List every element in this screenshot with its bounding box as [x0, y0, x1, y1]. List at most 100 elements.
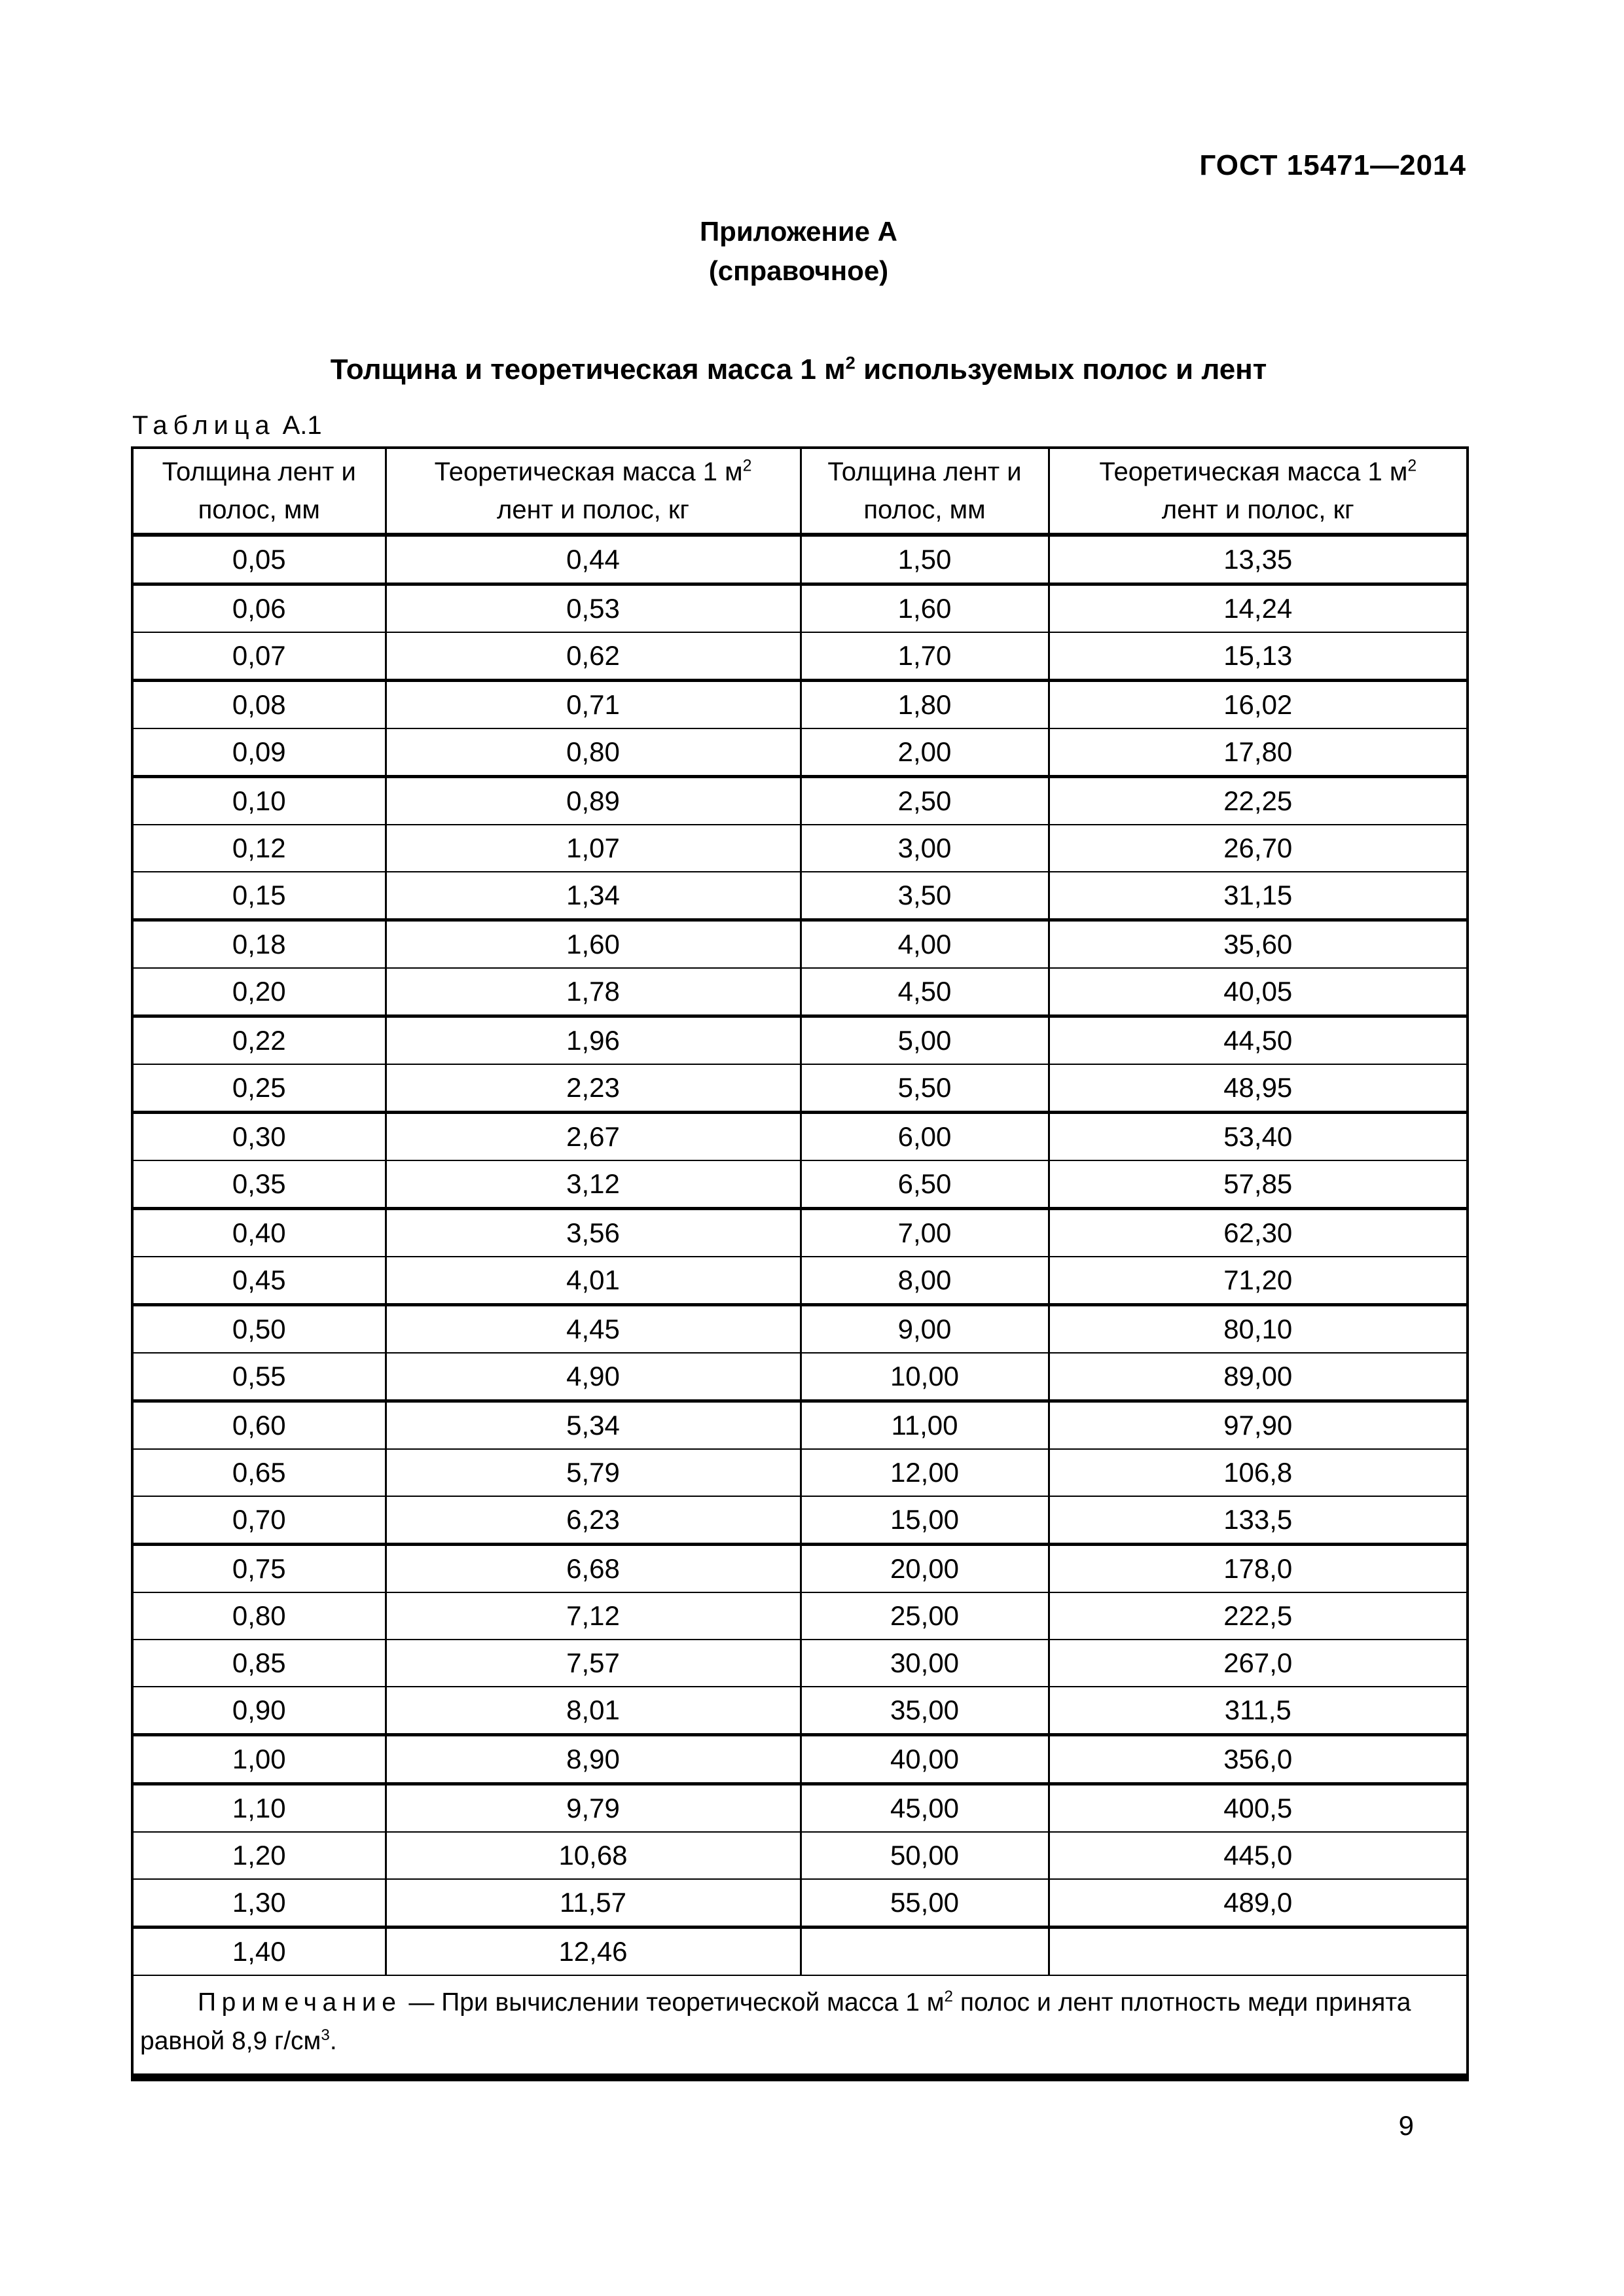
table-cell: 31,15 [1047, 871, 1469, 922]
table-cell: 0,75 [131, 1543, 387, 1593]
table-cell: 0,50 [131, 1304, 387, 1354]
table-cell: 10,00 [799, 1352, 1050, 1403]
table-cell: 6,23 [384, 1496, 802, 1546]
table-note: Примечание — При вычислении теоретическо… [140, 1984, 1456, 2060]
table-cell: 6,68 [384, 1543, 802, 1593]
table-row: 0,15 1,34 3,50 31,15 [131, 871, 1469, 922]
note-label: Примечание [198, 1988, 402, 2017]
table-cell: 4,50 [799, 967, 1050, 1018]
table-cell: 16,02 [1047, 679, 1469, 729]
column-header-text-after: лент и полос, кг [497, 495, 689, 524]
table-cell: 0,85 [131, 1639, 387, 1687]
table-cell: 0,08 [131, 679, 387, 729]
table-cell: 2,00 [799, 728, 1050, 778]
table-row: 0,20 1,78 4,50 40,05 [131, 967, 1469, 1018]
column-header-text: Толщина лент и полос, мм [827, 457, 1022, 524]
table-cell: 2,67 [384, 1111, 802, 1161]
table-row: 0,05 0,44 1,50 13,35 [131, 534, 1469, 586]
table-cell: 35,00 [799, 1686, 1050, 1736]
table-cell: 0,90 [131, 1686, 387, 1736]
table-cell: 106,8 [1047, 1448, 1469, 1497]
note-superscript-2: 3 [321, 2026, 330, 2044]
table-cell: 71,20 [1047, 1256, 1469, 1306]
note-text-part1: — При вычислении теоретической масса 1 м [401, 1988, 945, 2017]
table-body: 0,05 0,44 1,50 13,35 0,06 0,53 1,60 14,24 0,07 0,… [131, 534, 1469, 1976]
table-cell: 17,80 [1047, 728, 1469, 778]
table-row: 0,80 7,12 25,00 222,5 [131, 1592, 1469, 1640]
table-row: 0,55 4,90 10,00 89,00 [131, 1352, 1469, 1403]
table-row: 0,40 3,56 7,00 62,30 [131, 1208, 1469, 1257]
table-cell: 267,0 [1047, 1639, 1469, 1687]
table-label-word: Таблица [132, 411, 276, 440]
note-text-tail: . [329, 2026, 337, 2055]
table-cell: 25,00 [799, 1592, 1050, 1640]
table-cell: 55,00 [799, 1878, 1050, 1929]
table-cell: 12,46 [384, 1926, 802, 1976]
table-header-row: Толщина лент и полос, мм Теоретическая м… [131, 446, 1469, 537]
table-cell: 12,00 [799, 1448, 1050, 1497]
section-title: Толщина и теоретическая масса 1 м2 испол… [131, 353, 1466, 386]
table-cell: 80,10 [1047, 1304, 1469, 1354]
table-cell: 7,57 [384, 1639, 802, 1687]
note-superscript-1: 2 [944, 1988, 953, 2005]
table-cell: 5,50 [799, 1064, 1050, 1114]
table-cell: 7,12 [384, 1592, 802, 1640]
table-cell: 3,56 [384, 1208, 802, 1257]
table-cell: 5,34 [384, 1400, 802, 1450]
table-cell: 89,00 [1047, 1352, 1469, 1403]
table-note-row: Примечание — При вычислении теоретическо… [132, 1975, 1468, 2077]
table-cell: 4,45 [384, 1304, 802, 1354]
table-row: 0,25 2,23 5,50 48,95 [131, 1064, 1469, 1114]
table-row: 1,10 9,79 45,00 400,5 [131, 1783, 1469, 1833]
column-header-text-after: лент и полос, кг [1161, 495, 1354, 524]
table-row: 0,06 0,53 1,60 14,24 [131, 583, 1469, 633]
column-header-thickness-2: Толщина лент и полос, мм [799, 446, 1050, 537]
table-cell: 1,30 [131, 1878, 387, 1929]
column-header-superscript: 2 [742, 457, 752, 475]
table-cell: 11,00 [799, 1400, 1050, 1450]
table-cell: 0,44 [384, 534, 802, 586]
table-cell: 22,25 [1047, 776, 1469, 825]
column-header-text: Теоретическая масса 1 м [1099, 457, 1408, 486]
annex-title: Приложение А [699, 216, 898, 247]
table-cell: 45,00 [799, 1783, 1050, 1833]
table-cell: 0,70 [131, 1496, 387, 1546]
table-cell: 178,0 [1047, 1543, 1469, 1593]
column-header-text: Толщина лент и полос, мм [162, 457, 356, 524]
table-cell: 0,06 [131, 583, 387, 633]
table-cell: 6,00 [799, 1111, 1050, 1161]
table-cell: 40,05 [1047, 967, 1469, 1018]
table-row: 0,18 1,60 4,00 35,60 [131, 919, 1469, 969]
table-cell: 0,80 [384, 728, 802, 778]
table-cell: 2,23 [384, 1064, 802, 1114]
column-header-text: Теоретическая масса 1 м [434, 457, 743, 486]
table-cell: 311,5 [1047, 1686, 1469, 1736]
page-number: 9 [1398, 2110, 1414, 2141]
table-cell: 3,00 [799, 824, 1050, 872]
table-cell: 62,30 [1047, 1208, 1469, 1257]
table-cell: 133,5 [1047, 1496, 1469, 1546]
table-cell: 0,12 [131, 824, 387, 872]
table-cell: 20,00 [799, 1543, 1050, 1593]
table-row: 0,70 6,23 15,00 133,5 [131, 1496, 1469, 1546]
table-cell: 15,00 [799, 1496, 1050, 1546]
table-cell: 0,55 [131, 1352, 387, 1403]
table-cell: 0,71 [384, 679, 802, 729]
table-cell: 0,15 [131, 871, 387, 922]
table-cell: 0,18 [131, 919, 387, 969]
annex-subtitle: (справочное) [708, 255, 889, 286]
table-row: 0,45 4,01 8,00 71,20 [131, 1256, 1469, 1306]
doc-number: ГОСТ 15471—2014 [1199, 149, 1466, 181]
table-cell: 0,60 [131, 1400, 387, 1450]
table-cell: 8,01 [384, 1686, 802, 1736]
table-cell: 4,01 [384, 1256, 802, 1306]
table-cell: 0,25 [131, 1064, 387, 1114]
table-cell: 489,0 [1047, 1878, 1469, 1929]
table-cell: 0,89 [384, 776, 802, 825]
table-cell: 7,00 [799, 1208, 1050, 1257]
table-cell: 0,40 [131, 1208, 387, 1257]
section-title-superscript: 2 [845, 352, 856, 373]
table-cell: 40,00 [799, 1734, 1050, 1785]
table-cell: 0,20 [131, 967, 387, 1018]
table-cell: 0,09 [131, 728, 387, 778]
